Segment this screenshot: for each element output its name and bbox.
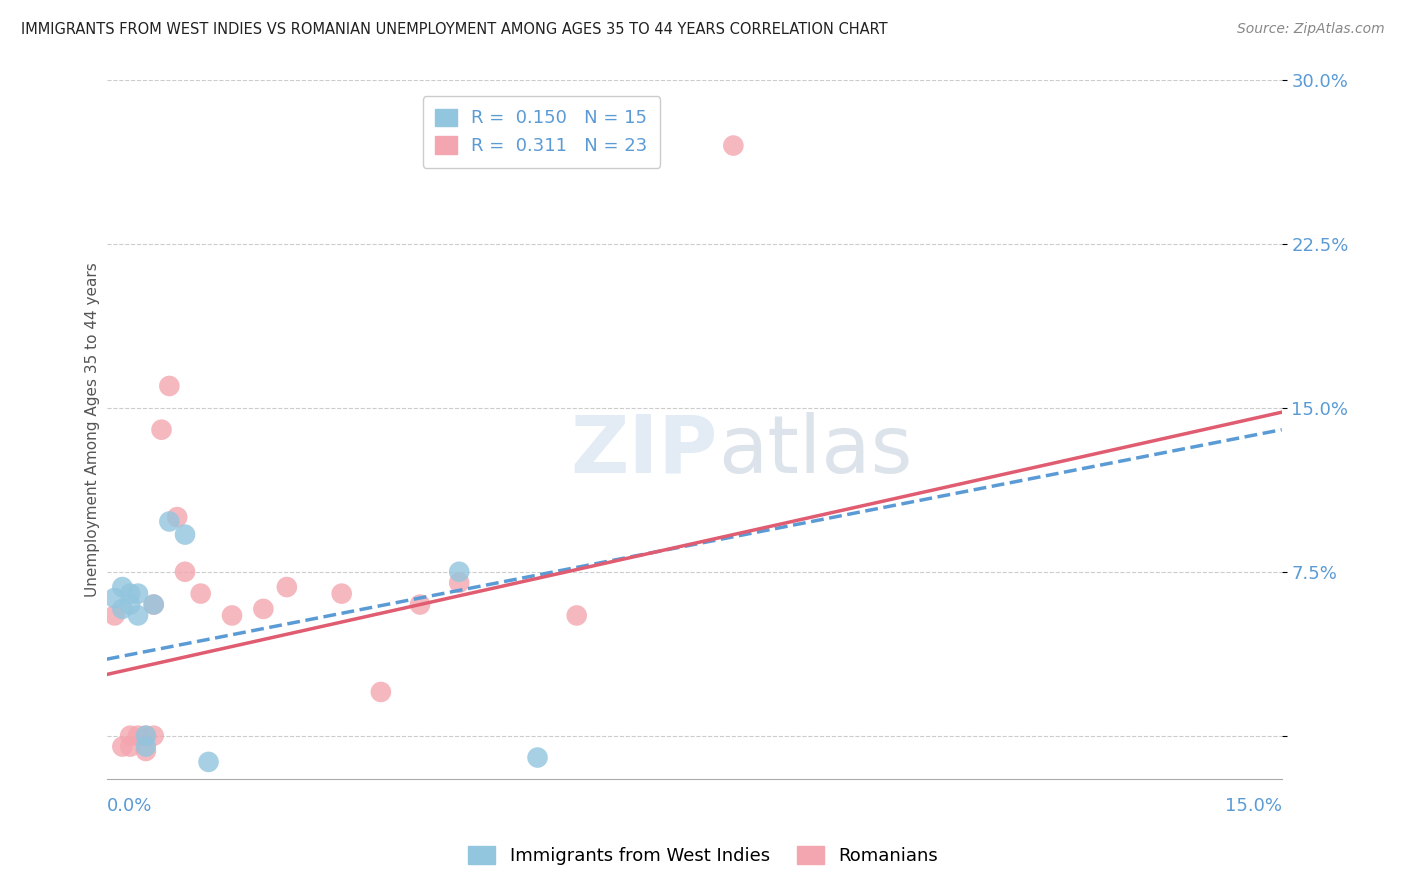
Point bbox=[190, 586, 212, 600]
Point bbox=[526, 750, 548, 764]
Y-axis label: Unemployment Among Ages 35 to 44 years: Unemployment Among Ages 35 to 44 years bbox=[86, 262, 100, 597]
Point bbox=[449, 565, 471, 579]
Text: 15.0%: 15.0% bbox=[1225, 797, 1282, 815]
Text: Source: ZipAtlas.com: Source: ZipAtlas.com bbox=[1237, 22, 1385, 37]
Point bbox=[276, 580, 298, 594]
Text: ZIP: ZIP bbox=[571, 412, 717, 490]
Point bbox=[120, 739, 142, 754]
Point bbox=[135, 729, 157, 743]
Point bbox=[120, 729, 142, 743]
Point bbox=[111, 602, 134, 616]
Point bbox=[252, 602, 274, 616]
Point bbox=[197, 755, 219, 769]
Point bbox=[120, 598, 142, 612]
Point bbox=[127, 608, 149, 623]
Text: IMMIGRANTS FROM WEST INDIES VS ROMANIAN UNEMPLOYMENT AMONG AGES 35 TO 44 YEARS C: IMMIGRANTS FROM WEST INDIES VS ROMANIAN … bbox=[21, 22, 887, 37]
Point bbox=[142, 598, 165, 612]
Point bbox=[142, 598, 165, 612]
Point bbox=[120, 586, 142, 600]
Point bbox=[157, 515, 180, 529]
Point bbox=[127, 729, 149, 743]
Point bbox=[103, 591, 125, 605]
Point bbox=[142, 729, 165, 743]
Text: atlas: atlas bbox=[717, 412, 912, 490]
Point bbox=[111, 580, 134, 594]
Point bbox=[157, 379, 180, 393]
Point bbox=[127, 586, 149, 600]
Text: 0.0%: 0.0% bbox=[107, 797, 152, 815]
Point bbox=[330, 586, 353, 600]
Point bbox=[103, 608, 125, 623]
Point bbox=[135, 744, 157, 758]
Point bbox=[174, 527, 197, 541]
Point bbox=[370, 685, 392, 699]
Point bbox=[135, 729, 157, 743]
Point bbox=[150, 423, 173, 437]
Point bbox=[723, 138, 745, 153]
Point bbox=[166, 510, 188, 524]
Point bbox=[409, 598, 432, 612]
Point bbox=[565, 608, 588, 623]
Point bbox=[221, 608, 243, 623]
Point bbox=[449, 575, 471, 590]
Point bbox=[111, 739, 134, 754]
Legend: Immigrants from West Indies, Romanians: Immigrants from West Indies, Romanians bbox=[458, 838, 948, 874]
Legend: R =  0.150   N = 15, R =  0.311   N = 23: R = 0.150 N = 15, R = 0.311 N = 23 bbox=[423, 96, 661, 168]
Point bbox=[135, 739, 157, 754]
Point bbox=[174, 565, 197, 579]
